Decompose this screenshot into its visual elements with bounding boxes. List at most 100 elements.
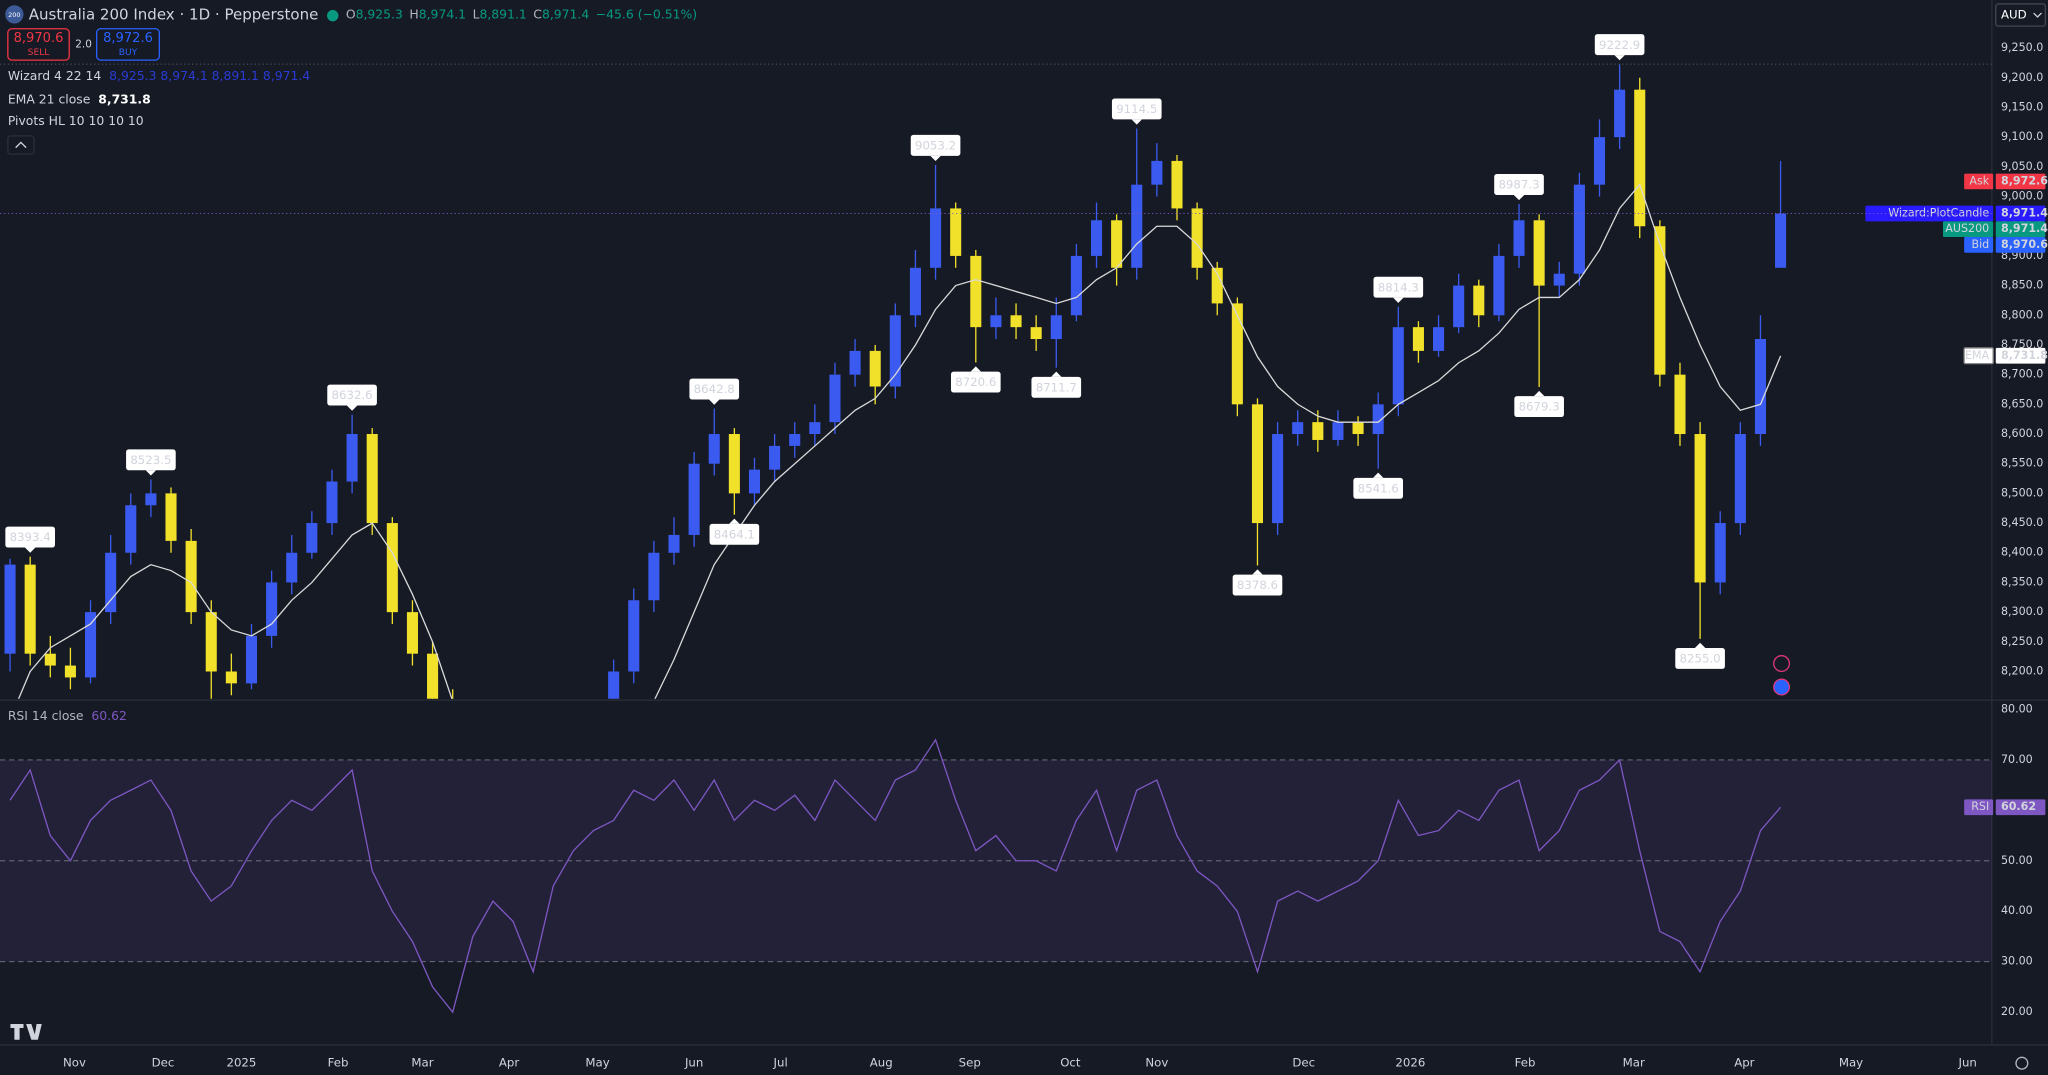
x-tick-label: May bbox=[1839, 1056, 1863, 1070]
candle-body bbox=[1775, 213, 1787, 268]
pivot-label: 8711.7 bbox=[1036, 380, 1077, 394]
pivot-label: 8642.8 bbox=[694, 382, 735, 396]
candle-body bbox=[266, 582, 278, 636]
candle-body bbox=[1593, 137, 1606, 185]
price-label-value: 8,970.6 bbox=[2001, 238, 2048, 251]
candle-body bbox=[346, 434, 358, 482]
pivot-label: 8464.1 bbox=[714, 527, 755, 541]
sell-price[interactable]: 8,970.6 bbox=[14, 31, 64, 46]
y-tick-label: 8,500.0 bbox=[2001, 486, 2043, 499]
pivot-label: 8393.4 bbox=[10, 530, 51, 544]
ohlc-value: 8,891.1 bbox=[479, 6, 526, 21]
price-label-box bbox=[1995, 221, 2046, 238]
x-tick-label: Aug bbox=[870, 1056, 893, 1070]
candle-body bbox=[44, 653, 56, 666]
candle-body bbox=[1010, 315, 1022, 328]
candle-body bbox=[1694, 434, 1706, 583]
price-label-value: 8,971.4 bbox=[2001, 207, 2048, 220]
buy-price[interactable]: 8,972.6 bbox=[103, 31, 153, 46]
pivot-box bbox=[5, 526, 55, 548]
candle-body bbox=[245, 635, 258, 684]
candle-body bbox=[427, 653, 439, 699]
indicator-name[interactable]: Wizard 4 22 14 bbox=[8, 67, 102, 82]
spread: 2.0 bbox=[75, 38, 92, 50]
sell-label[interactable]: SELL bbox=[28, 48, 51, 58]
pivot-label: 8720.6 bbox=[955, 375, 996, 389]
symbol-name: Australia 200 Index · 1D · Pepperstone bbox=[29, 5, 319, 23]
pivot-box bbox=[126, 449, 176, 471]
candle-body bbox=[1231, 303, 1243, 405]
candle-body bbox=[1433, 327, 1445, 351]
candle-body bbox=[648, 552, 660, 601]
candle-body bbox=[1272, 434, 1284, 524]
event-icon[interactable] bbox=[1773, 655, 1791, 673]
pivot-label: 9222.9 bbox=[1599, 38, 1640, 52]
candle-body bbox=[1412, 327, 1424, 351]
buy-box[interactable] bbox=[95, 28, 160, 61]
price-label-name: EMA bbox=[1965, 349, 1990, 362]
ohlc-key: O bbox=[346, 6, 356, 21]
candle-body bbox=[1251, 404, 1264, 524]
buy-button[interactable]: 8,972.6 BUY bbox=[95, 28, 160, 61]
price-label-name-box bbox=[1964, 237, 1994, 253]
price-label-box bbox=[1995, 237, 2046, 253]
pivot-pointer bbox=[1533, 390, 1545, 397]
candle-body bbox=[1493, 255, 1505, 316]
price-label-name-box bbox=[1942, 221, 1994, 238]
candle-body bbox=[165, 493, 177, 541]
pivot-label: 8255.0 bbox=[1680, 652, 1721, 666]
candle-body bbox=[125, 505, 137, 553]
y-tick-label: 8,650.0 bbox=[2001, 397, 2043, 410]
indicator-name[interactable]: EMA 21 close bbox=[8, 91, 91, 106]
currency-box[interactable] bbox=[1995, 3, 2047, 27]
pivot-label: 8679.3 bbox=[1519, 400, 1560, 414]
candle-body bbox=[1392, 327, 1404, 405]
rsi-value: 60.62 bbox=[91, 707, 126, 722]
x-tick-label: Jul bbox=[773, 1056, 788, 1070]
indicator-values: 8,731.8 bbox=[98, 91, 151, 106]
change: −45.6 (−0.51%) bbox=[596, 6, 697, 21]
currency[interactable]: AUD bbox=[2001, 8, 2027, 22]
candle-body bbox=[748, 469, 761, 494]
candle-body bbox=[406, 612, 418, 654]
indicator-name[interactable]: EMA 21 close 8,731.8 bbox=[8, 91, 151, 106]
collapse-box[interactable] bbox=[7, 135, 35, 155]
price-label-box bbox=[1995, 799, 2046, 816]
candle-body bbox=[185, 540, 197, 613]
pivot-box bbox=[1514, 396, 1564, 417]
price-label-name: Ask bbox=[1969, 174, 1989, 187]
y-tick-label: 40.00 bbox=[2001, 904, 2033, 917]
candle-body bbox=[4, 564, 16, 654]
indicator-name[interactable]: Wizard 4 22 14 8,925.3 8,974.1 8,891.1 8,… bbox=[8, 67, 310, 82]
y-tick-label: 8,250.0 bbox=[2001, 635, 2043, 648]
pivot-pointer bbox=[1131, 119, 1142, 125]
logo[interactable] bbox=[10, 1024, 42, 1040]
pivot-box bbox=[950, 371, 1001, 393]
currency-button[interactable]: AUD bbox=[1995, 3, 2047, 27]
candle-body bbox=[366, 434, 378, 524]
sell-button[interactable]: 8,970.6 SELL bbox=[7, 28, 70, 61]
indicator-name[interactable]: Pivots HL 10 10 10 10 bbox=[8, 113, 144, 128]
price-label-box bbox=[1995, 347, 2046, 364]
x-tick-label: Jun bbox=[684, 1056, 703, 1070]
buy-label[interactable]: BUY bbox=[119, 48, 138, 58]
candle-body bbox=[306, 523, 318, 553]
collapse-button[interactable] bbox=[7, 135, 35, 155]
y-tick-label: 20.00 bbox=[2001, 1005, 2033, 1018]
candle-body bbox=[286, 552, 298, 583]
price-label-box bbox=[1995, 205, 2046, 222]
pivot-label: 9114.5 bbox=[1116, 102, 1157, 116]
pivot-pointer bbox=[1393, 297, 1404, 303]
price-label-value: 8,971.4 bbox=[2001, 222, 2048, 235]
candle-body bbox=[1714, 523, 1726, 583]
y-tick-label: 9,050.0 bbox=[2001, 160, 2043, 173]
event-icon[interactable] bbox=[1773, 678, 1791, 696]
candle-body bbox=[1614, 89, 1626, 138]
status-dot: ● bbox=[326, 5, 339, 23]
settings-icon[interactable] bbox=[2015, 1056, 2029, 1070]
y-tick-label: 8,450.0 bbox=[2001, 516, 2043, 529]
sell-box[interactable] bbox=[7, 28, 70, 61]
pivot-box bbox=[910, 134, 961, 156]
